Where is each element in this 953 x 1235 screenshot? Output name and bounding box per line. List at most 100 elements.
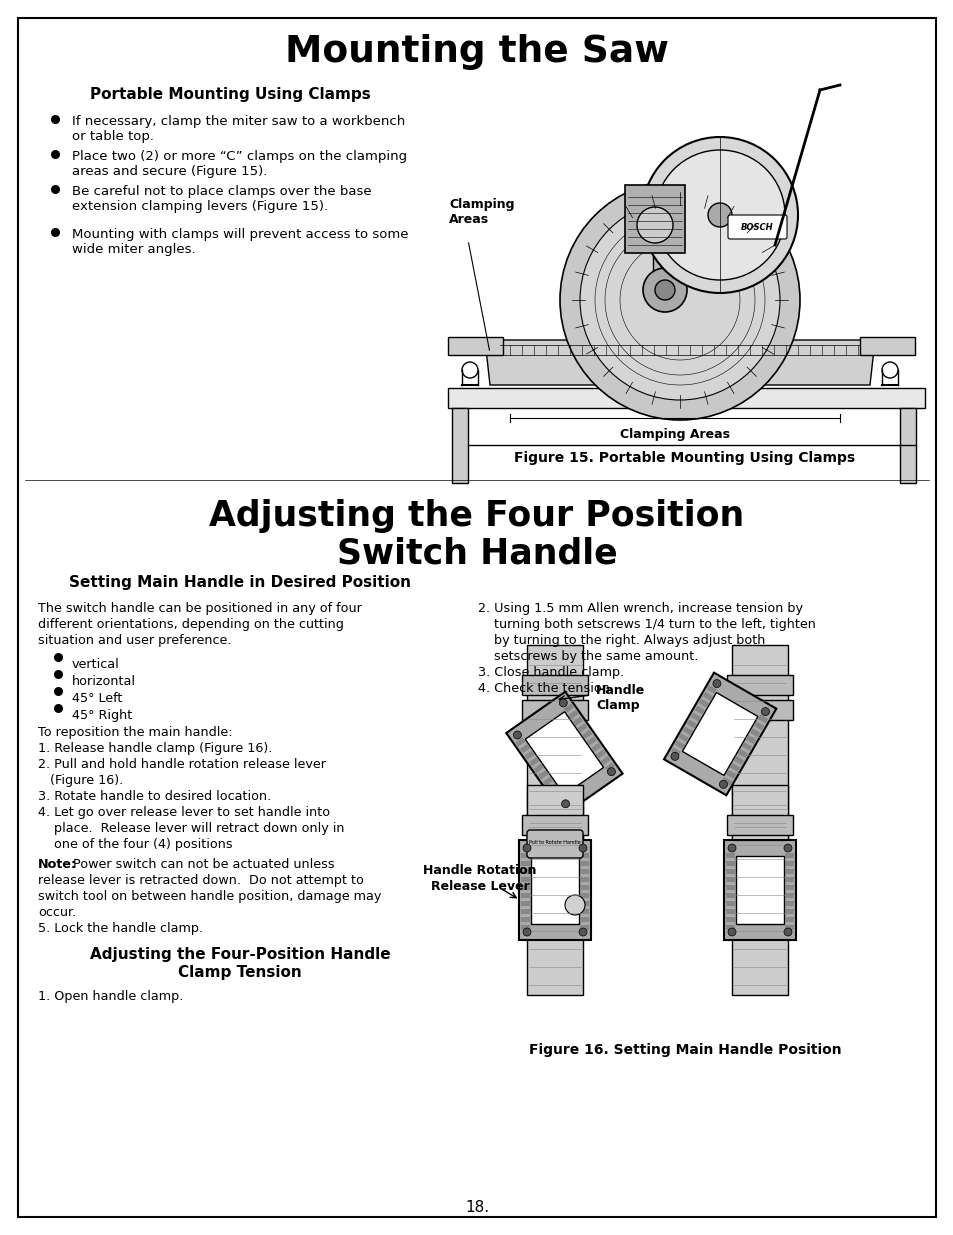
Polygon shape — [579, 909, 588, 914]
Text: place.  Release lever will retract down only in: place. Release lever will retract down o… — [38, 823, 344, 835]
Circle shape — [712, 679, 720, 688]
Polygon shape — [686, 720, 697, 729]
Polygon shape — [725, 909, 734, 914]
Polygon shape — [784, 877, 793, 882]
Text: Clamp Tension: Clamp Tension — [178, 965, 301, 979]
Text: Mounting with clamps will prevent access to some
wide miter angles.: Mounting with clamps will prevent access… — [71, 228, 408, 256]
Text: one of the four (4) positions: one of the four (4) positions — [38, 839, 233, 851]
FancyBboxPatch shape — [448, 388, 924, 408]
Text: 3. Rotate handle to desired location.: 3. Rotate handle to desired location. — [38, 790, 271, 803]
Circle shape — [655, 280, 675, 300]
Polygon shape — [784, 885, 793, 890]
Polygon shape — [725, 861, 734, 866]
Polygon shape — [579, 925, 588, 930]
Polygon shape — [678, 734, 688, 742]
Polygon shape — [731, 785, 787, 995]
Polygon shape — [698, 699, 708, 708]
Polygon shape — [725, 869, 734, 874]
Polygon shape — [757, 714, 767, 724]
Polygon shape — [682, 726, 692, 735]
Text: Handle: Handle — [596, 683, 644, 697]
Polygon shape — [694, 705, 704, 715]
Polygon shape — [526, 785, 582, 995]
Polygon shape — [733, 756, 743, 764]
Circle shape — [719, 781, 727, 788]
Text: release lever is retracted down.  Do not attempt to: release lever is retracted down. Do not … — [38, 874, 363, 887]
Polygon shape — [518, 840, 590, 940]
Text: vertical: vertical — [71, 658, 120, 671]
FancyBboxPatch shape — [521, 700, 587, 720]
Polygon shape — [520, 925, 530, 930]
Text: Release Lever: Release Lever — [430, 879, 529, 893]
Polygon shape — [520, 861, 530, 866]
Polygon shape — [579, 877, 588, 882]
Circle shape — [579, 200, 780, 400]
Polygon shape — [599, 756, 610, 766]
Circle shape — [641, 137, 797, 293]
Text: Place two (2) or more “C” clamps on the clamping
areas and secure (Figure 15).: Place two (2) or more “C” clamps on the … — [71, 149, 407, 178]
Text: Figure 16. Setting Main Handle Position: Figure 16. Setting Main Handle Position — [528, 1044, 841, 1057]
Polygon shape — [735, 856, 783, 924]
Text: 2. Using 1.5 mm Allen wrench, increase tension by: 2. Using 1.5 mm Allen wrench, increase t… — [477, 601, 802, 615]
Circle shape — [558, 699, 567, 706]
Text: different orientations, depending on the cutting: different orientations, depending on the… — [38, 618, 343, 631]
Text: 4. Check the tension.: 4. Check the tension. — [477, 682, 614, 695]
Polygon shape — [579, 885, 588, 890]
Circle shape — [655, 149, 784, 280]
FancyBboxPatch shape — [521, 840, 587, 860]
Polygon shape — [547, 783, 558, 793]
Text: Portable Mounting Using Clamps: Portable Mounting Using Clamps — [90, 88, 370, 103]
Polygon shape — [725, 769, 736, 779]
Polygon shape — [784, 853, 793, 858]
Polygon shape — [552, 790, 561, 799]
Circle shape — [561, 800, 569, 808]
Polygon shape — [737, 750, 747, 758]
Polygon shape — [670, 747, 680, 756]
Polygon shape — [537, 771, 548, 779]
Polygon shape — [624, 185, 684, 253]
Circle shape — [522, 844, 531, 852]
Polygon shape — [741, 742, 751, 751]
Polygon shape — [731, 645, 787, 855]
Polygon shape — [506, 692, 622, 815]
Polygon shape — [725, 918, 734, 923]
Text: 4. Let go over release lever to set handle into: 4. Let go over release lever to set hand… — [38, 806, 330, 819]
Circle shape — [607, 768, 615, 776]
Polygon shape — [484, 340, 874, 385]
Polygon shape — [596, 750, 605, 758]
Text: turning both setscrews 1/4 turn to the left, tighten: turning both setscrews 1/4 turn to the l… — [477, 618, 815, 631]
Polygon shape — [579, 853, 588, 858]
Text: 5. Lock the handle clamp.: 5. Lock the handle clamp. — [38, 923, 203, 935]
Polygon shape — [524, 751, 535, 760]
Text: Setting Main Handle in Desired Position: Setting Main Handle in Desired Position — [69, 574, 411, 589]
Text: Pull to Rotate Handle: Pull to Rotate Handle — [529, 841, 580, 846]
Text: The switch handle can be positioned in any of four: The switch handle can be positioned in a… — [38, 601, 361, 615]
Polygon shape — [520, 902, 530, 906]
Polygon shape — [753, 721, 763, 730]
Polygon shape — [581, 730, 592, 739]
Polygon shape — [529, 757, 538, 766]
FancyBboxPatch shape — [521, 815, 587, 835]
Polygon shape — [690, 713, 700, 721]
Polygon shape — [729, 763, 740, 772]
Text: (Figure 16).: (Figure 16). — [38, 774, 123, 787]
Polygon shape — [784, 861, 793, 866]
Polygon shape — [725, 853, 734, 858]
Polygon shape — [519, 743, 530, 753]
Circle shape — [727, 844, 735, 852]
Text: 1. Release handle clamp (Figure 16).: 1. Release handle clamp (Figure 16). — [38, 742, 273, 755]
Polygon shape — [749, 729, 760, 737]
Text: Switch Handle: Switch Handle — [336, 536, 617, 571]
Polygon shape — [515, 737, 525, 747]
Polygon shape — [663, 673, 776, 795]
Text: To reposition the main handle:: To reposition the main handle: — [38, 726, 233, 739]
Polygon shape — [520, 918, 530, 923]
Text: Clamp: Clamp — [596, 699, 639, 713]
Polygon shape — [520, 877, 530, 882]
Polygon shape — [572, 716, 582, 726]
Polygon shape — [784, 902, 793, 906]
Polygon shape — [784, 925, 793, 930]
Polygon shape — [526, 645, 582, 855]
Polygon shape — [579, 869, 588, 874]
Circle shape — [564, 895, 584, 915]
